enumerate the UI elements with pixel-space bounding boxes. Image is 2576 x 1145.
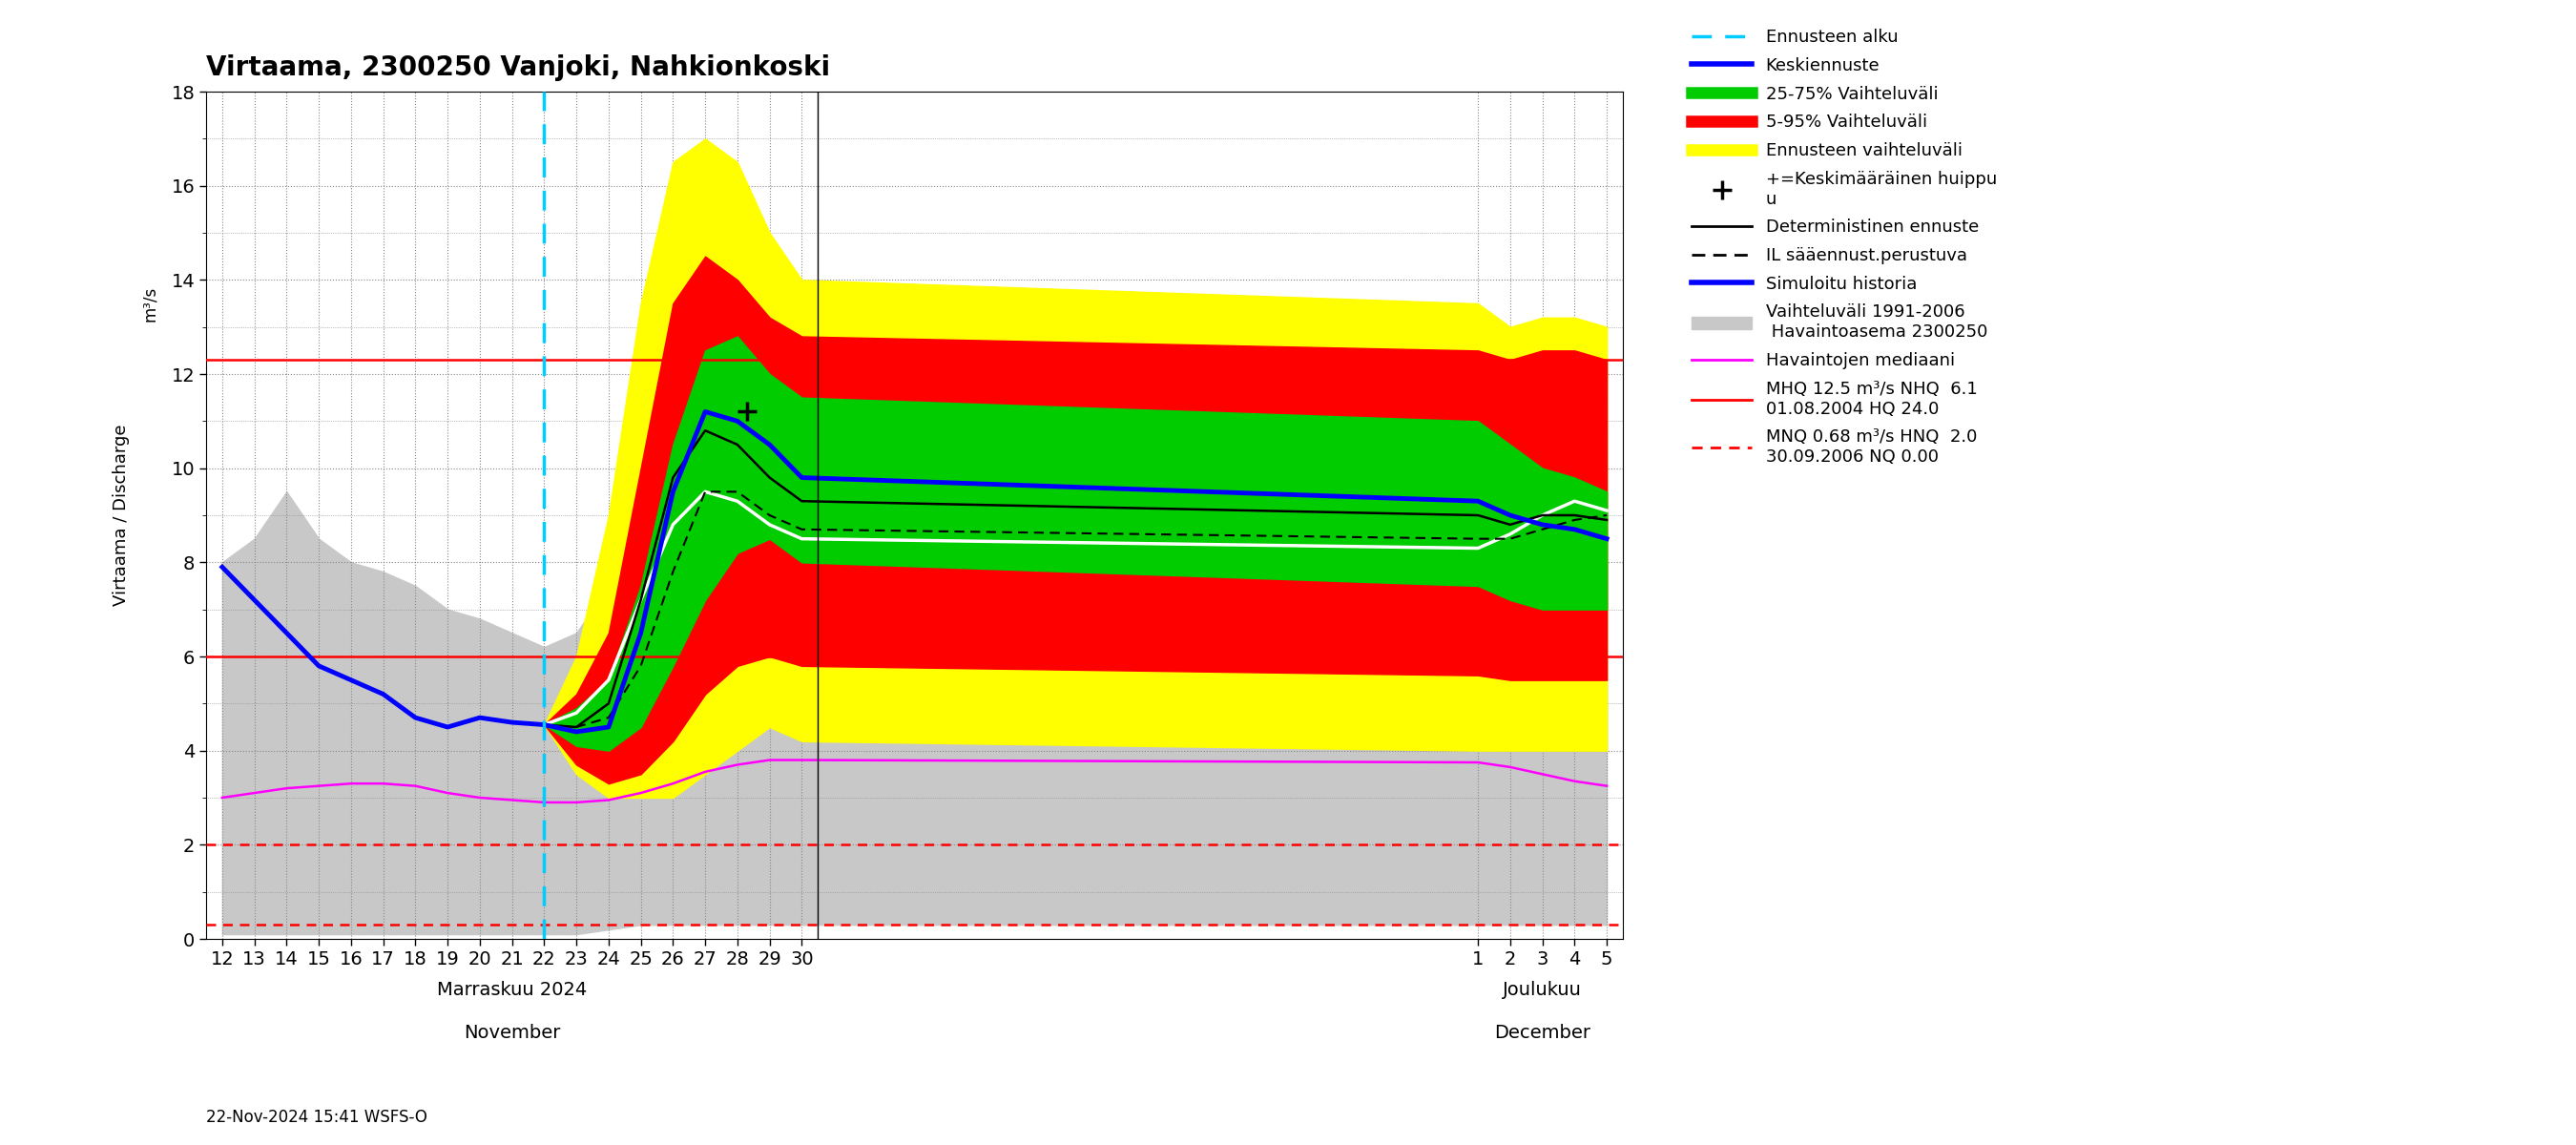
Text: m³/s: m³/s xyxy=(142,285,157,322)
Text: Marraskuu 2024: Marraskuu 2024 xyxy=(438,981,587,1000)
Text: 22-Nov-2024 15:41 WSFS-O: 22-Nov-2024 15:41 WSFS-O xyxy=(206,1108,428,1126)
Text: Virtaama / Discharge: Virtaama / Discharge xyxy=(113,425,129,606)
Legend: Ennusteen alku, Keskiennuste, 25-75% Vaihteluväli, 5-95% Vaihteluväli, Ennusteen: Ennusteen alku, Keskiennuste, 25-75% Vai… xyxy=(1682,21,2007,474)
Text: December: December xyxy=(1494,1024,1589,1042)
Text: Joulukuu: Joulukuu xyxy=(1502,981,1582,1000)
Text: November: November xyxy=(464,1024,562,1042)
Text: Virtaama, 2300250 Vanjoki, Nahkionkoski: Virtaama, 2300250 Vanjoki, Nahkionkoski xyxy=(206,55,829,81)
